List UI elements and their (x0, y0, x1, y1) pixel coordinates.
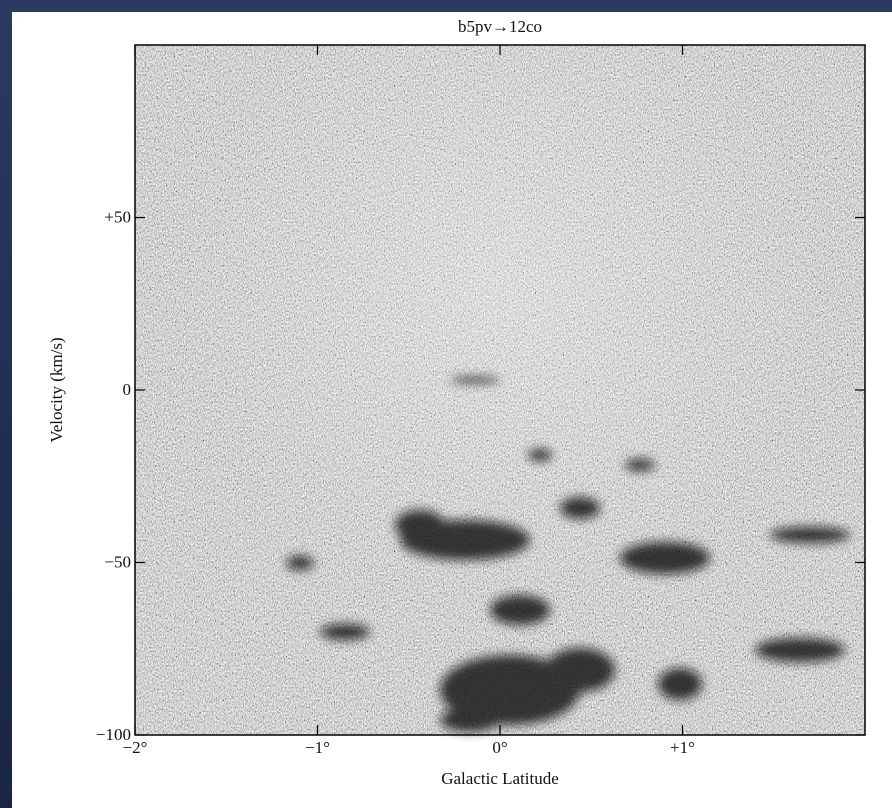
x-axis-label: Galactic Latitude (441, 769, 559, 788)
chart-title: b5pv→12co (458, 17, 542, 36)
x-tick-label: +1° (670, 738, 695, 757)
x-tick-label: 0° (492, 738, 507, 757)
y-tick-label: +50 (104, 208, 131, 227)
y-tick-label: −50 (104, 553, 131, 572)
map-shading (135, 45, 865, 735)
y-tick-label: 0 (123, 380, 132, 399)
plot-area (134, 44, 866, 736)
x-tick-label: −1° (305, 738, 330, 757)
x-tick-label: −2° (123, 738, 148, 757)
y-tick-label: −100 (96, 725, 131, 744)
y-axis-label: Velocity (km/s) (47, 337, 66, 442)
emission-features (286, 377, 850, 732)
